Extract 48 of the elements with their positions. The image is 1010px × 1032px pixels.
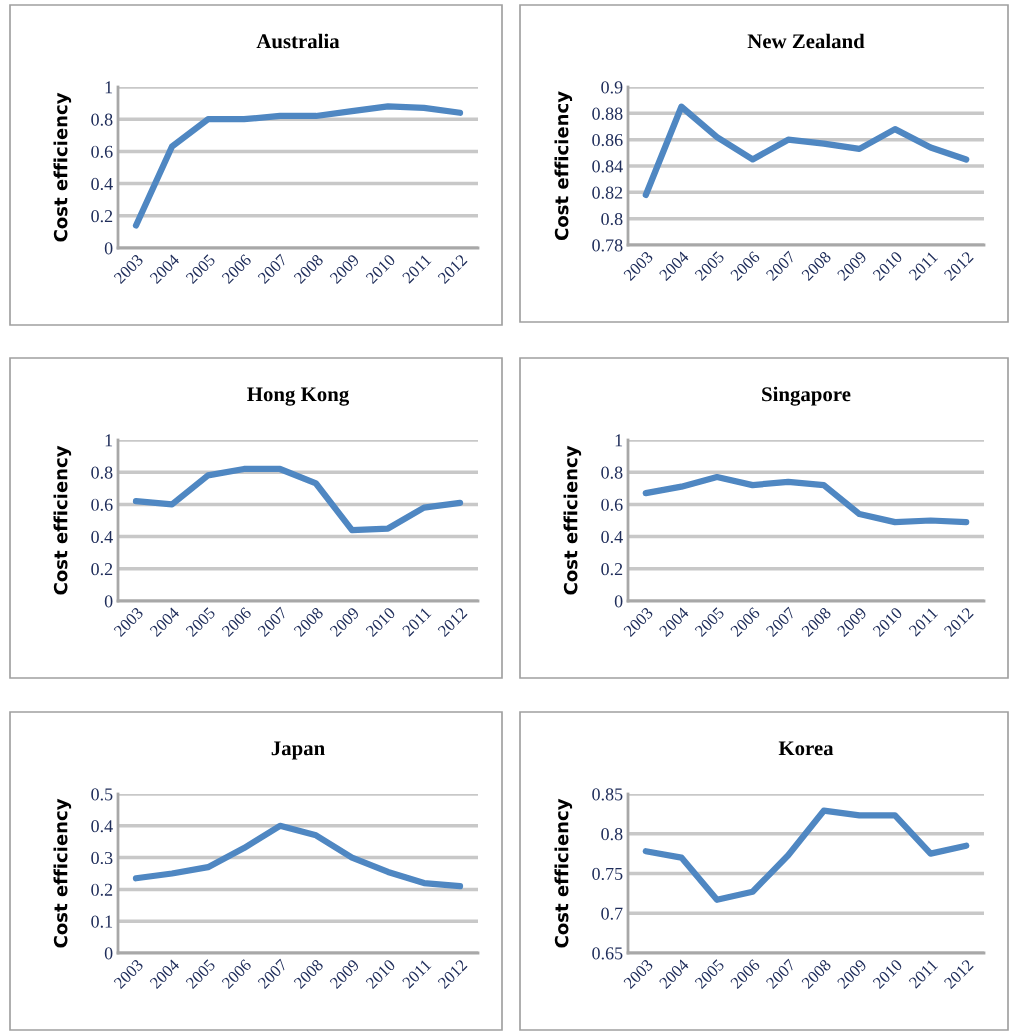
y-axis-title: Cost efficiency [53, 445, 72, 595]
y-tick-label: 0.6 [91, 498, 113, 511]
y-tick-label: 0.3 [91, 851, 113, 865]
y-tick-label: 0.8 [91, 113, 113, 126]
y-tick-label: 0.4 [91, 177, 113, 191]
y-tick-label: 0.4 [601, 530, 623, 544]
chart-title: Japan [271, 741, 325, 760]
y-axis-title: Cost efficiency [563, 445, 582, 595]
y-tick-label: 0.8 [601, 212, 623, 226]
chart-title: New Zealand [747, 33, 865, 49]
y-tick-label: 0 [104, 947, 113, 960]
y-tick-label: 0.88 [592, 107, 623, 120]
y-tick-label: 0.4 [91, 530, 113, 544]
y-tick-label: 0.6 [601, 498, 623, 511]
y-axis-title: Cost efficiency [554, 91, 573, 241]
y-tick-label: 0.7 [601, 907, 623, 920]
y-tick-label: 0 [104, 242, 113, 255]
y-axis-title: Cost efficiency [53, 92, 72, 242]
y-tick-label: 1 [105, 434, 113, 447]
y-tick-label: 0.65 [592, 947, 623, 960]
y-tick-label: 0.2 [91, 883, 113, 896]
chart-title: Australia [256, 33, 340, 49]
chart-title: Korea [778, 741, 834, 756]
y-tick-label: 0.9 [601, 81, 623, 94]
y-tick-label: 0.86 [592, 133, 623, 147]
y-axis-title: Cost efficiency [554, 798, 573, 948]
y-tick-label: 0 [104, 595, 113, 608]
chart-title: Hong Kong [247, 387, 350, 406]
y-tick-label: 0.85 [592, 788, 623, 801]
y-tick-label: 0.8 [91, 466, 113, 479]
y-axis-title: Cost efficiency [53, 798, 72, 948]
y-tick-label: 0.2 [601, 563, 623, 576]
y-tick-label: 0.8 [601, 828, 623, 841]
y-tick-label: 0.82 [592, 186, 623, 199]
y-tick-label: 0.2 [91, 210, 113, 223]
y-tick-label: 0.8 [601, 466, 623, 479]
y-tick-label: 0.1 [91, 915, 113, 928]
y-tick-label: 1 [105, 81, 113, 94]
y-tick-label: 0.84 [592, 160, 623, 173]
chart-title: Singapore [762, 386, 851, 406]
y-tick-label: 0.5 [91, 788, 113, 801]
y-tick-label: 0.78 [592, 239, 623, 252]
y-tick-label: 0.2 [91, 563, 113, 576]
y-tick-label: 0 [614, 595, 623, 608]
y-tick-label: 1 [615, 434, 623, 447]
y-tick-label: 0.4 [91, 820, 113, 833]
y-tick-label: 0.75 [592, 867, 623, 881]
y-tick-label: 0.6 [91, 145, 113, 158]
